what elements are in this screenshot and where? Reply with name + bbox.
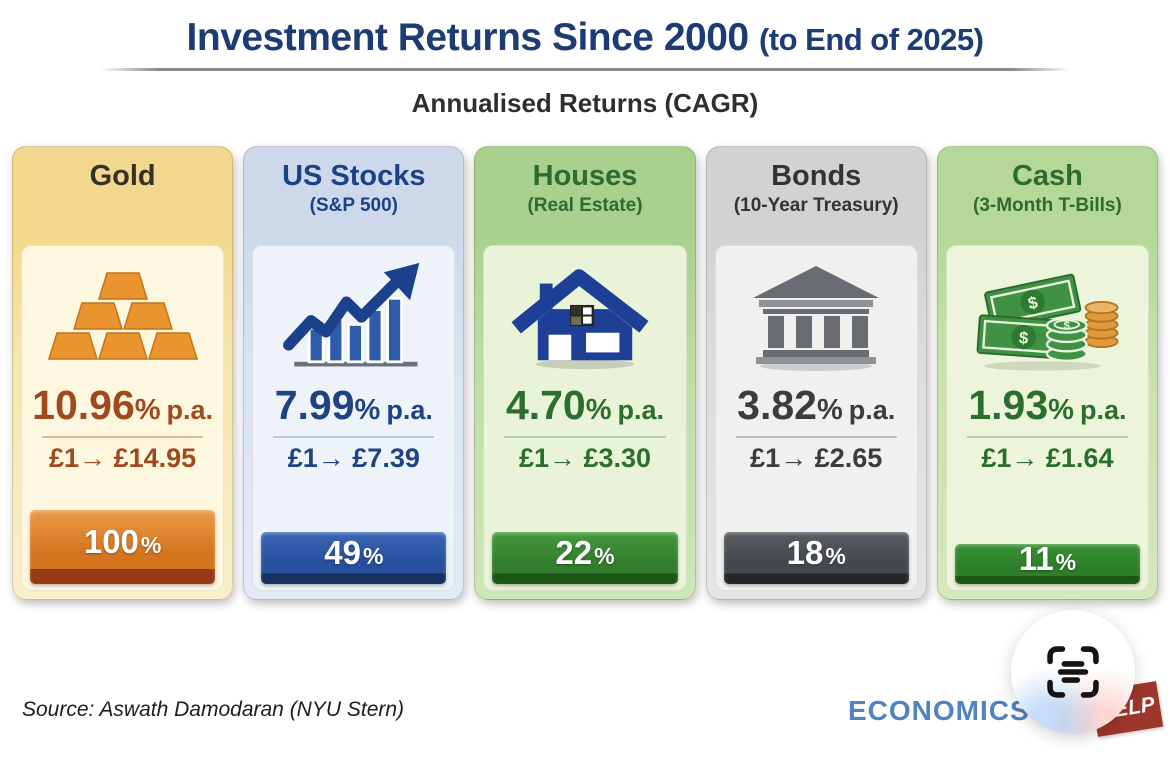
return-unit: % [585,394,612,426]
card-gold-subtitle [13,193,232,218]
share-bar: 11% [954,540,1141,584]
share-bar-unit: % [594,543,615,569]
return-suffix: p.a. [386,395,433,425]
card-bonds-header: Bonds (10-Year Treasury) [707,147,926,245]
house-icon [488,256,681,378]
annual-return: 3.82% p.a. [720,382,913,429]
share-bar: 22% [492,532,678,584]
card-us-stocks: US Stocks (S&P 500) [243,146,465,600]
return-value: 7.99 [274,382,355,428]
share-bar-value: 49 [324,534,361,571]
share-bar-unit: % [362,543,384,569]
card-houses: Houses (Real Estate) [474,146,696,600]
return-suffix: p.a. [848,395,896,425]
live-text-scan-button[interactable] [1011,610,1135,734]
stock-chart-icon [257,256,450,378]
card-cash-panel: $ $ [945,245,1150,591]
card-bonds: Bonds (10-Year Treasury) [705,146,927,600]
card-houses-subtitle: (Real Estate) [527,195,643,216]
bank-icon [720,256,913,378]
title-divider [100,68,1070,71]
growth-of-pound: £1→ £3.30 [518,443,652,473]
card-bonds-title: Bonds [771,160,862,192]
card-cash-subtitle: (3-Month T-Bills) [973,195,1122,216]
card-gold-header: Gold [13,147,232,245]
card-bonds-panel: 3.82% p.a. £1→ £2.65 18% [714,245,918,591]
growth-of-pound: £1→ £1.64 [981,443,1114,473]
cash-icon: $ $ [951,256,1144,378]
growth-of-pound: £1→ £7.39 [287,443,420,473]
return-unit: % [354,394,381,426]
header: Investment Returns Since 2000 (to End of… [0,0,1170,119]
card-gold: Gold 10.96% p. [12,146,234,600]
annual-return: 10.96% p.a. [26,382,219,429]
card-us-stocks-panel: 7.99% p.a. £1→ £7.39 49% [252,245,456,591]
card-cash-header: Cash (3-Month T-Bills) [938,147,1157,245]
share-bar-unit: % [140,532,162,558]
svg-text:$: $ [1019,328,1030,348]
gold-bars-icon [26,256,219,378]
card-houses-panel: 4.70% p.a. £1→ £3.30 22% [483,245,687,591]
card-us-stocks-title: US Stocks [282,160,426,192]
card-houses-title: Houses [532,160,638,192]
return-value: 10.96 [32,382,135,428]
share-bar-unit: % [1055,549,1077,575]
annual-return: 7.99% p.a. [257,382,450,429]
card-divider [966,436,1129,438]
annual-return: 4.70% p.a. [488,382,681,429]
growth-of-pound: £1→ £14.95 [49,443,197,473]
svg-text:$: $ [1064,320,1071,332]
share-bar: 49% [261,532,447,584]
share-bar: 18% [723,532,909,584]
card-divider [504,436,666,438]
share-bar-value: 22 [555,534,593,571]
page-title: Investment Returns Since 2000 (to End of… [0,0,1170,60]
card-divider [735,436,897,438]
return-value: 4.70 [505,382,586,428]
return-suffix: p.a. [617,395,665,425]
return-value: 1.93 [968,382,1049,428]
share-bar-value: 18 [786,534,824,571]
return-unit: % [816,394,843,426]
return-unit: % [1048,394,1074,426]
card-houses-header: Houses (Real Estate) [475,147,694,245]
economicshelp-logo-text: ECONOMICS [848,695,1030,726]
return-suffix: p.a. [1079,395,1127,425]
card-divider [42,436,204,438]
share-bar-unit: % [825,543,846,569]
return-unit: % [134,394,161,426]
source-credit: Source: Aswath Damodaran (NYU Stern) [22,698,405,721]
return-value: 3.82 [737,382,817,428]
page-subtitle: Annualised Returns (CAGR) [411,88,759,118]
page-title-main: Investment Returns Since 2000 [186,16,750,59]
card-divider [273,436,435,438]
page-title-suffix: (to End of 2025) [758,22,984,57]
live-text-scan-icon [1047,646,1099,698]
annual-return: 1.93% p.a. [951,382,1144,429]
card-gold-panel: 10.96% p.a. £1→ £14.95 100% [21,245,225,591]
card-us-stocks-header: US Stocks (S&P 500) [244,147,463,245]
return-suffix: p.a. [166,395,214,425]
share-bar: 100% [30,510,216,584]
cards-row: Gold 10.96% p. [12,146,1159,600]
growth-of-pound: £1→ £2.65 [750,443,883,473]
card-bonds-subtitle: (10-Year Treasury) [733,195,899,216]
card-cash: Cash (3-Month T-Bills) $ [936,146,1159,600]
card-us-stocks-subtitle: (S&P 500) [309,195,398,216]
share-bar-value: 100 [83,523,139,560]
share-bar-value: 11 [1018,540,1054,577]
card-gold-title: Gold [89,160,156,192]
card-cash-title: Cash [1011,160,1083,192]
